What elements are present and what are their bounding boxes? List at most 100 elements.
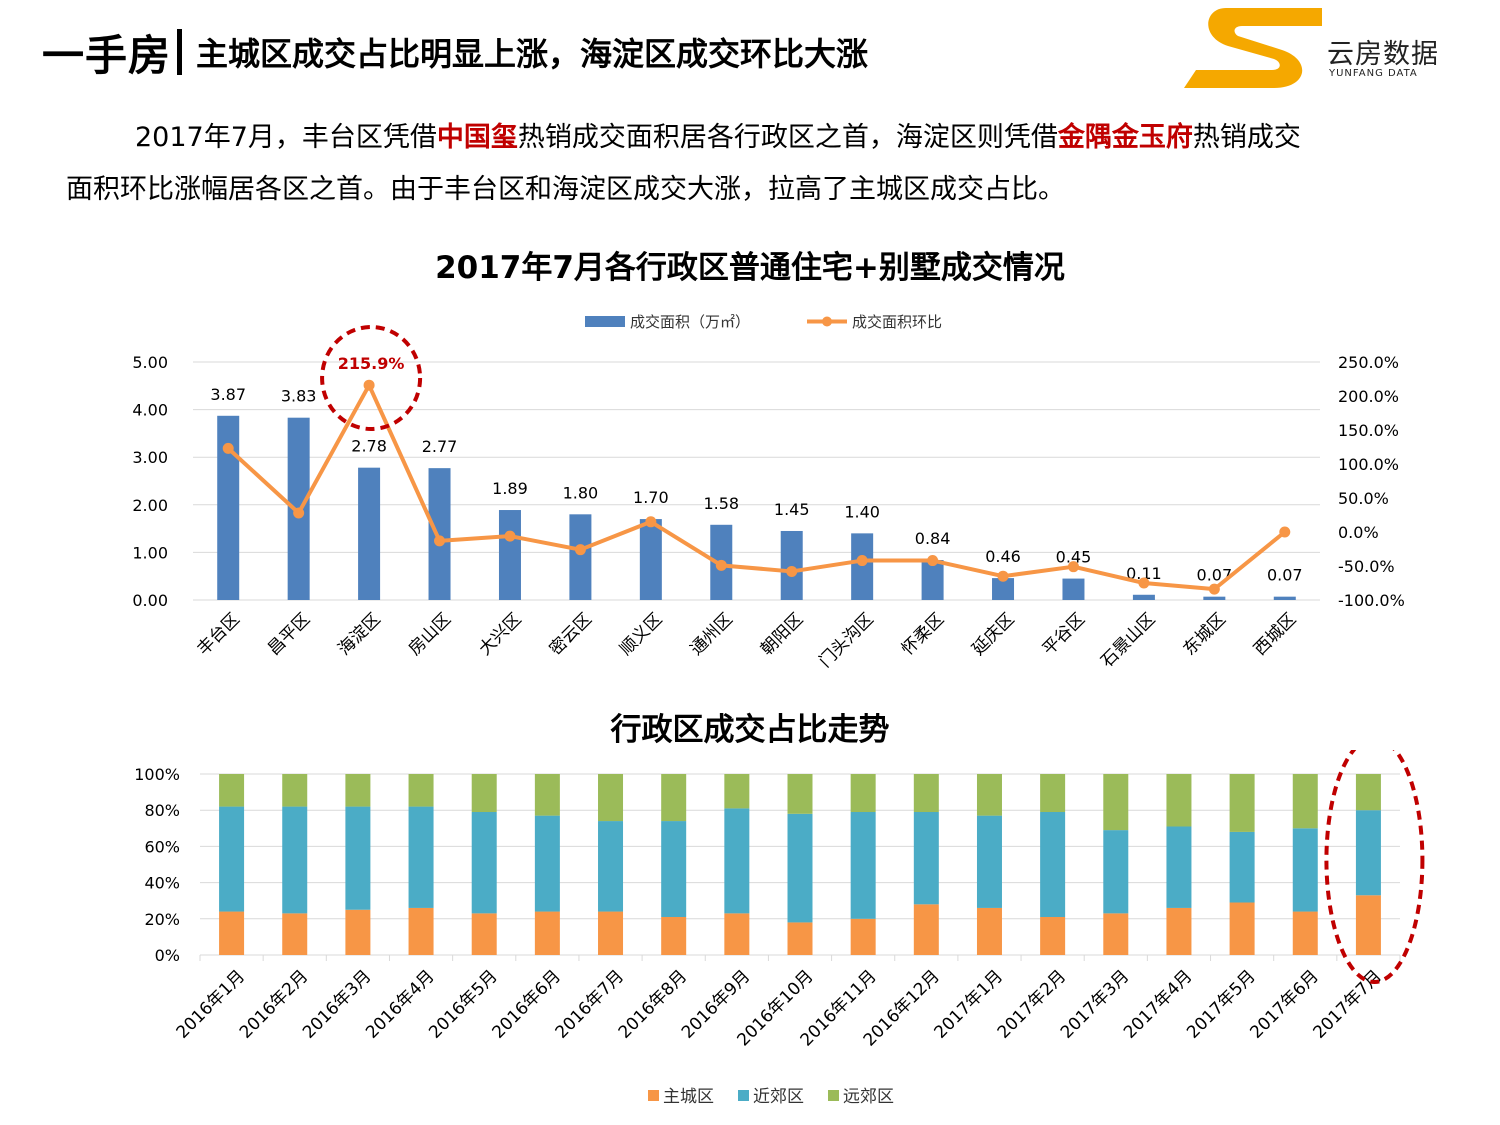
legend-swatch <box>738 1090 749 1101</box>
y-tick-label: 40% <box>144 874 180 893</box>
ratio-point <box>856 555 868 567</box>
y-tick-label: 100% <box>134 765 180 784</box>
y-left-tick-label: 5.00 <box>132 353 168 372</box>
stacked-bar-segment <box>282 806 308 914</box>
highlight-ellipse <box>1324 750 1425 984</box>
stacked-bar-segment <box>598 911 624 955</box>
y-left-tick-label: 0.00 <box>132 591 168 610</box>
stacked-bar-segment <box>408 774 434 807</box>
x-category-label: 怀柔区 <box>898 609 948 659</box>
stacked-bar-segment <box>1166 907 1192 955</box>
ratio-point <box>1067 561 1079 573</box>
stacked-bar-segment <box>1229 774 1255 832</box>
bar-value-label: 1.40 <box>844 502 880 521</box>
bar-value-label: 0.07 <box>1197 566 1233 585</box>
ratio-point <box>1279 526 1291 538</box>
summary-line-1: 2017年7月，丰台区凭借中国玺热销成交面积居各行政区之首，海淀区则凭借金隅金玉… <box>66 112 1426 164</box>
district-transactions-chart: 成交面积（万㎡） 成交面积环比 0.00 1.00 2.00 3.00 4.00 5.00 -1… <box>132 313 1404 672</box>
stacked-bar-segment <box>850 812 876 919</box>
stacked-bar-segment <box>408 907 434 955</box>
ratio-point <box>363 379 375 391</box>
bar <box>1062 578 1085 600</box>
bar-value-label: 3.83 <box>281 387 317 406</box>
bar <box>851 533 874 600</box>
x-category-label: 石景山区 <box>1097 609 1159 671</box>
bar-value-label: 1.45 <box>774 500 810 519</box>
stacked-bar-segment <box>787 813 813 923</box>
summary-text: 热销成交 <box>1192 122 1301 153</box>
x-category-label: 密云区 <box>546 609 596 659</box>
header: 一手房 主城区成交占比明显上涨，海淀区成交环比大涨 <box>42 22 868 82</box>
stacked-bar-segment <box>661 916 687 955</box>
ratio-point <box>504 530 516 542</box>
stacked-bar-segment <box>661 821 687 917</box>
bar-value-label: 1.80 <box>563 483 599 502</box>
chart1-title: 2017年7月各行政区普通住宅+别墅成交情况 <box>435 250 1065 286</box>
annotation-label: 215.9% <box>338 354 405 373</box>
ratio-point <box>222 442 234 454</box>
x-category-label: 昌平区 <box>264 609 314 659</box>
y-tick-label: 20% <box>144 910 180 929</box>
stacked-bar-segment <box>534 815 560 912</box>
bar <box>639 519 662 600</box>
stacked-bar-segment <box>1040 916 1066 955</box>
y-right-tick-label: 250.0% <box>1338 353 1399 372</box>
x-category-label: 门头沟区 <box>815 609 877 671</box>
stacked-bar-segment <box>976 774 1002 816</box>
bar <box>498 510 521 600</box>
stacked-bar-segment <box>471 812 497 914</box>
ratio-point <box>434 535 446 547</box>
bar <box>217 415 240 600</box>
x-category-label: 房山区 <box>405 609 455 659</box>
stacked-bar-segment <box>1292 774 1318 829</box>
y-left-tick-label: 1.00 <box>132 543 168 562</box>
bar-value-label: 1.70 <box>633 488 669 507</box>
bar <box>1273 596 1296 600</box>
x-category-label: 朝阳区 <box>757 609 807 659</box>
chart2-title: 行政区成交占比走势 <box>610 712 890 748</box>
stacked-bar-segment <box>850 918 876 955</box>
legend-label-area: 成交面积（万㎡） <box>630 313 750 331</box>
stacked-bar-segment <box>724 774 750 809</box>
brand-logo: 云房数据 YUNFANG DATA <box>1182 2 1482 92</box>
legend-label: 主城区 <box>663 1087 714 1107</box>
bar <box>992 578 1015 600</box>
stacked-bar-segment <box>534 774 560 816</box>
y-right-tick-label: 200.0% <box>1338 387 1399 406</box>
stacked-bar-segment <box>724 808 750 914</box>
y-right-tick-label: 50.0% <box>1338 489 1389 508</box>
bar-value-label: 0.07 <box>1267 566 1303 585</box>
stacked-bar-segment <box>282 913 308 955</box>
legend-swatch-area <box>585 316 625 327</box>
district-share-trend-chart: 0%20%40%60%80%100%2016年1月2016年2月2016年3月2… <box>134 750 1425 1107</box>
y-left-tick-label: 4.00 <box>132 401 168 420</box>
stacked-bar-segment <box>345 909 371 955</box>
y-right-tick-label: -50.0% <box>1338 557 1395 576</box>
stacked-bar-segment <box>345 774 371 807</box>
stacked-bar-segment <box>913 812 939 905</box>
y-right-tick-label: 150.0% <box>1338 421 1399 440</box>
stacked-bar-segment <box>787 922 813 955</box>
stacked-bar-segment <box>1040 812 1066 917</box>
y-right-tick-label: 0.0% <box>1338 523 1379 542</box>
y-tick-label: 80% <box>144 801 180 820</box>
bar-value-label: 1.58 <box>703 494 739 513</box>
stacked-bar-segment <box>1229 831 1255 903</box>
page-subtitle: 主城区成交占比明显上涨，海淀区成交环比大涨 <box>196 35 869 73</box>
ratio-point <box>293 507 305 519</box>
x-category-label: 西城区 <box>1250 609 1300 659</box>
stacked-bar-segment <box>1040 774 1066 813</box>
ratio-point <box>1208 583 1220 595</box>
stacked-bar-segment <box>345 806 371 910</box>
stacked-bar-segment <box>1103 913 1129 955</box>
stacked-bar-segment <box>1103 774 1129 831</box>
stacked-bar-segment <box>219 806 245 912</box>
bar <box>358 467 381 600</box>
stacked-bar-segment <box>1103 830 1129 914</box>
x-category-label: 丰台区 <box>194 609 244 659</box>
stacked-bar-segment <box>661 774 687 822</box>
stacked-bar-segment <box>850 774 876 813</box>
summary-text: 2017年7月，丰台区凭借 <box>135 122 437 153</box>
stacked-bar-segment <box>976 907 1002 955</box>
stacked-bar-segment <box>1292 828 1318 912</box>
